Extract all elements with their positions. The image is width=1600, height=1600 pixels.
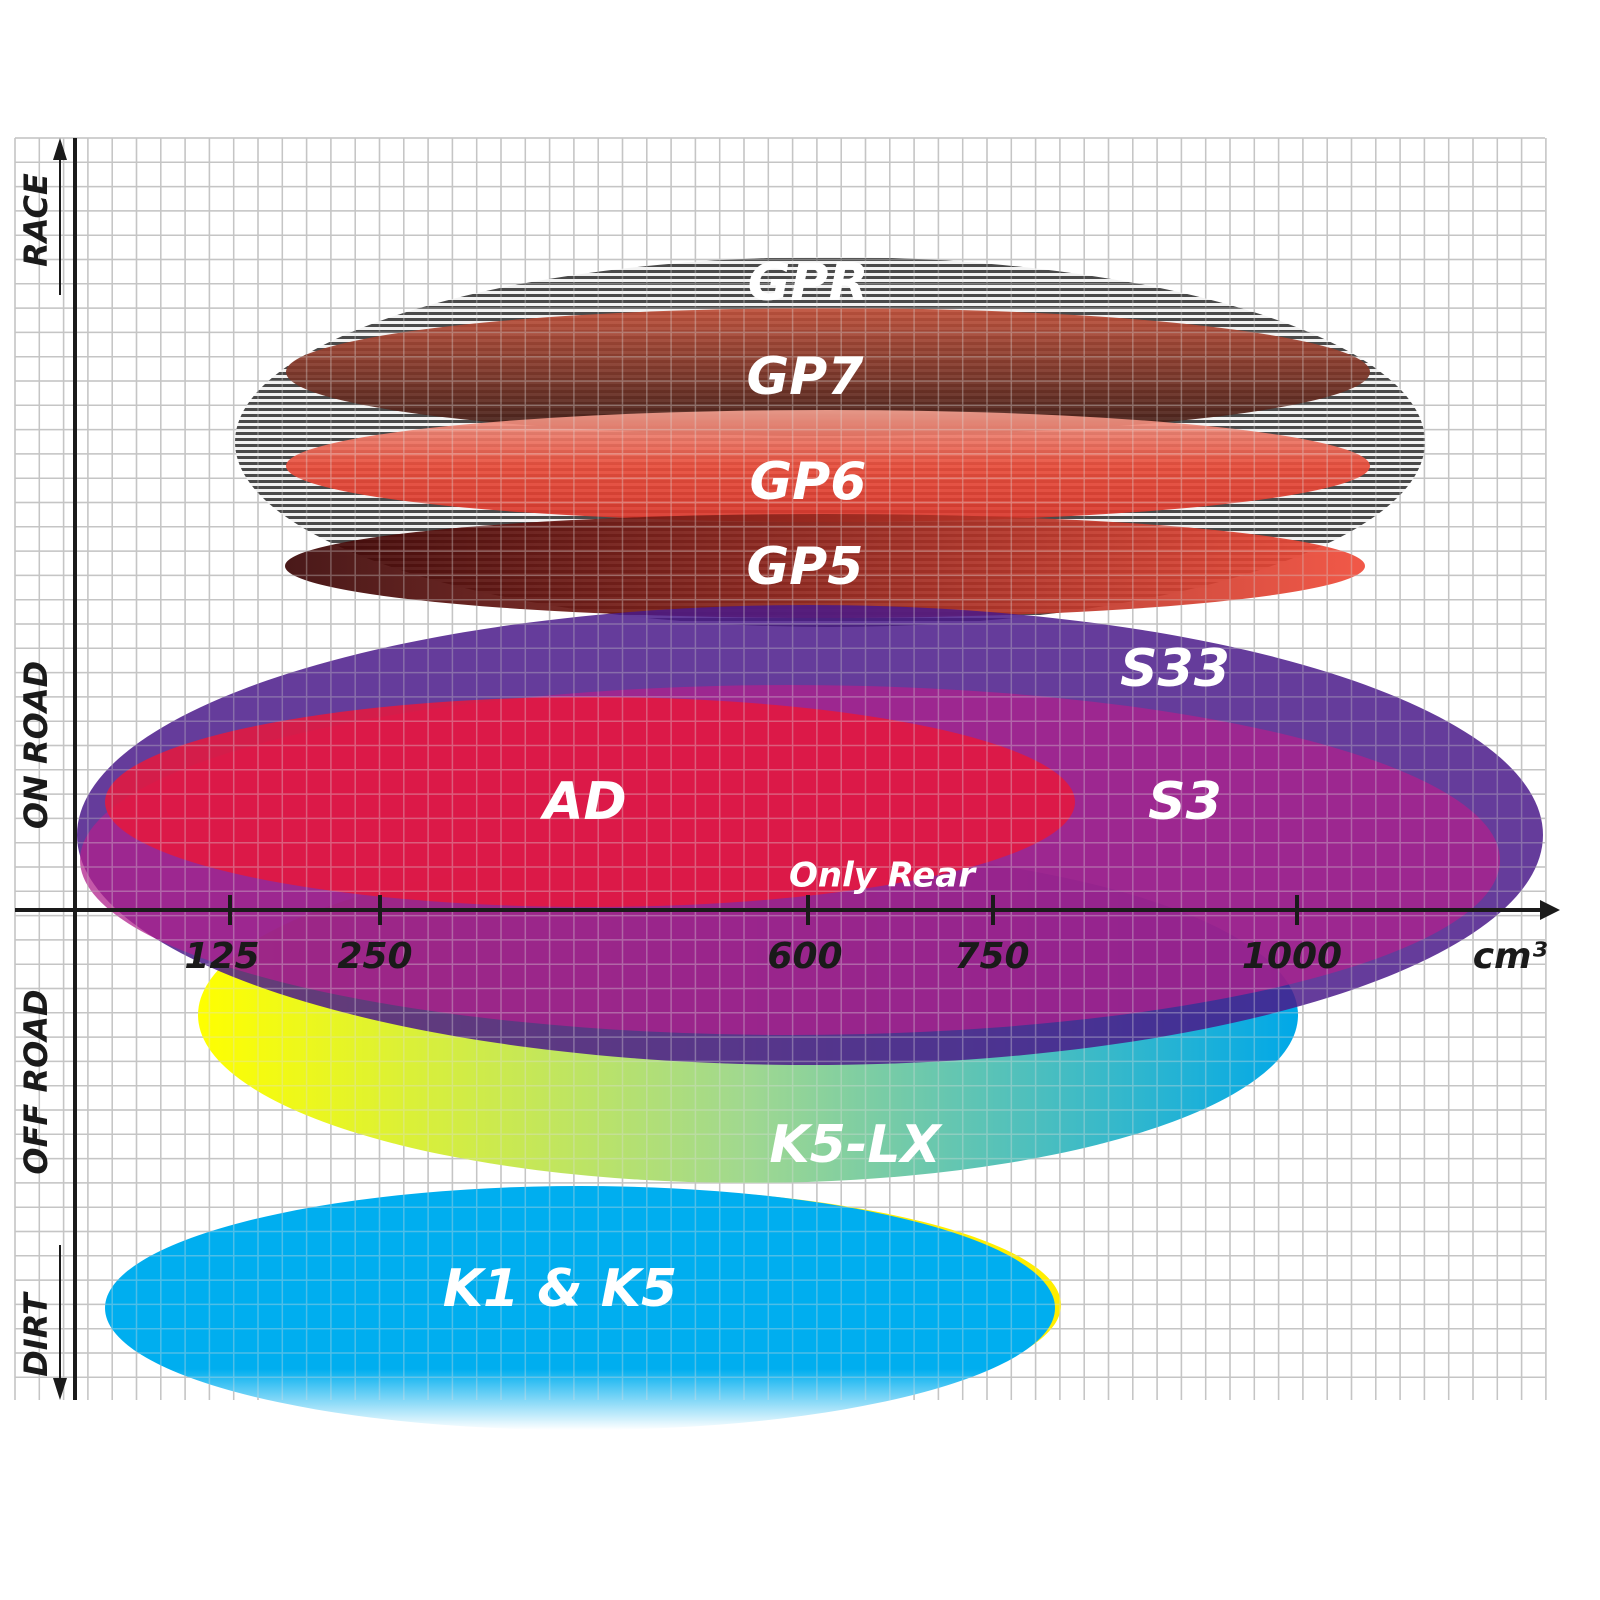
product-label: K5-LX — [769, 1115, 943, 1175]
ad-area — [105, 697, 1075, 907]
product-label: GPR — [748, 253, 869, 313]
product-label: K1 & K5 — [443, 1259, 678, 1319]
product-label: GP6 — [750, 452, 867, 512]
k1k5-area — [105, 1186, 1055, 1430]
gp6-area — [286, 410, 1370, 522]
gp7-area — [286, 308, 1370, 436]
product-label: S3 — [1148, 772, 1222, 832]
x-tick-label: 750 — [954, 936, 1029, 977]
x-tick-label: 600 — [767, 936, 842, 977]
x-tick-label: 250 — [337, 936, 412, 977]
y-label: OFF ROAD — [17, 989, 55, 1174]
axes — [15, 138, 1545, 1400]
y-label: ON ROAD — [17, 661, 55, 829]
gp5-area — [285, 514, 1365, 618]
product-label: AD — [539, 772, 626, 832]
x-tick-label: 125 — [184, 936, 259, 977]
x-unit: cm³ — [1473, 936, 1548, 977]
product-label: S33 — [1120, 639, 1230, 699]
y-label: DIRT — [17, 1291, 55, 1377]
grid-overlay — [14, 137, 1547, 1400]
x-tick-label: 1000 — [1242, 936, 1342, 977]
y-label: RACE — [17, 173, 55, 267]
product-label: Only Rear — [789, 856, 977, 896]
product-label: GP5 — [747, 537, 864, 597]
product-label: GP7 — [747, 347, 865, 407]
